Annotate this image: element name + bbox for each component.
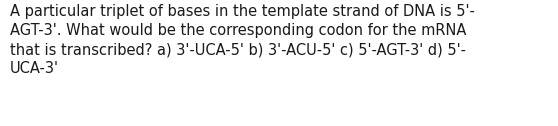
Text: A particular triplet of bases in the template strand of DNA is 5'-
AGT-3'. What : A particular triplet of bases in the tem… (10, 4, 475, 76)
